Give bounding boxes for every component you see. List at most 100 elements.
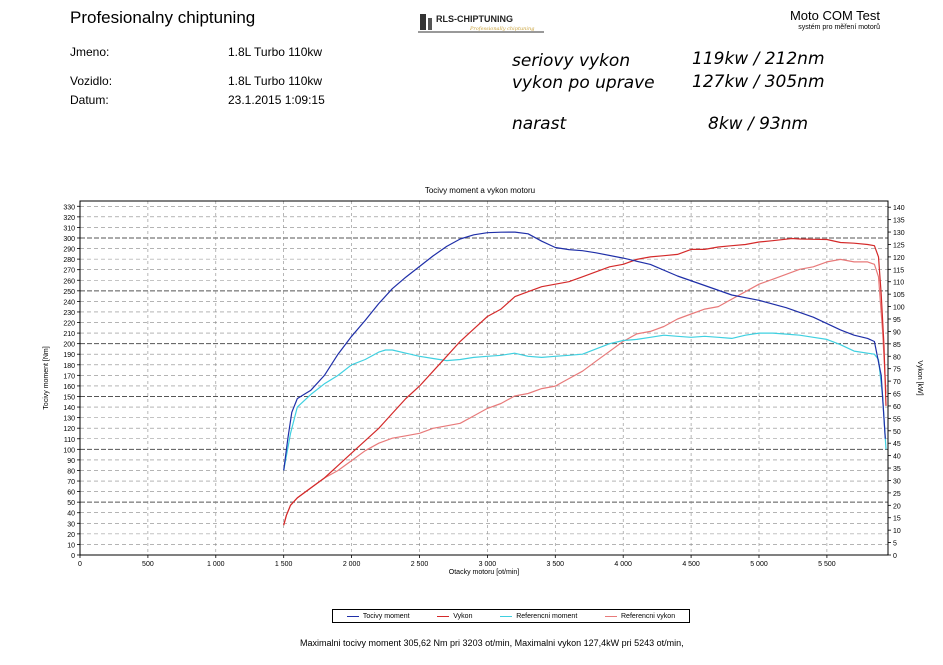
y-left-tick-label: 120 xyxy=(63,426,75,433)
legend-item-torque: Tocivy moment xyxy=(346,612,410,620)
x-tick-label: 2 000 xyxy=(343,561,361,568)
legend-item-ref-torque: Referencni moment xyxy=(500,613,577,620)
y-right-tick-label: 115 xyxy=(893,267,904,274)
y-left-tick-label: 50 xyxy=(67,500,75,507)
y-right-tick-label: 35 xyxy=(893,466,901,473)
rls-chiptuning-logo: RLS-CHIPTUNING Professionally chiptuning xyxy=(418,8,546,36)
y-left-tick-label: 70 xyxy=(67,479,75,486)
y-left-tick-label: 210 xyxy=(63,331,75,338)
x-tick-label: 0 xyxy=(78,561,82,568)
y-right-tick-label: 40 xyxy=(893,454,901,461)
legend-label-ref-torque: Referencni moment xyxy=(516,612,578,620)
y-right-tick-label: 125 xyxy=(893,242,905,249)
plot-frame xyxy=(79,200,889,556)
x-tick-label: 1 000 xyxy=(207,561,225,568)
y-left-tick-label: 330 xyxy=(63,204,75,211)
y-right-tick-label: 20 xyxy=(893,503,901,510)
series-line-ref-torque xyxy=(283,332,887,471)
page-title: Profesionalny chiptuning xyxy=(70,8,256,27)
y-right-tick-label: 5 xyxy=(893,541,897,548)
y-left-axis-label: Tocivy moment [Nm] xyxy=(43,346,50,409)
y-left-tick-label: 30 xyxy=(67,521,75,528)
y-right-tick-label: 80 xyxy=(893,354,901,361)
y-right-axis-label: Vykon [kW] xyxy=(916,360,923,395)
y-left-tick-label: 90 xyxy=(67,458,75,465)
y-right-tick-label: 0 xyxy=(893,553,897,560)
y-right-tick-label: 55 xyxy=(893,416,901,423)
series-line-power xyxy=(283,237,887,526)
legend-swatch-ref-power xyxy=(605,615,617,617)
x-tick-label: 2 500 xyxy=(411,561,429,568)
max-values-summary: Maximalni tocivy moment 305,62 Nm pri 32… xyxy=(300,638,684,648)
y-left-tick-label: 40 xyxy=(67,511,75,518)
y-left-tick-label: 280 xyxy=(63,257,75,264)
x-tick-label: 500 xyxy=(142,561,154,568)
legend-swatch-torque xyxy=(346,615,359,617)
datum-label: Datum: xyxy=(70,93,109,107)
stock-power-value: 119kw / 212nm xyxy=(692,49,825,69)
y-left-tick-label: 240 xyxy=(63,299,75,306)
legend-label-torque: Tocivy moment xyxy=(362,612,410,620)
jmeno-value: 1.8L Turbo 110kw xyxy=(228,45,323,59)
legend-item-ref-power: Referencni vykon xyxy=(605,613,675,620)
y-left-tick-label: 260 xyxy=(63,278,75,285)
x-tick-label: 3 000 xyxy=(479,561,497,568)
y-left-tick-label: 100 xyxy=(63,447,75,454)
y-right-tick-label: 60 xyxy=(893,404,901,411)
y-left-tick-label: 310 xyxy=(63,225,75,232)
y-left-tick-label: 220 xyxy=(63,321,75,328)
y-left-tick-label: 140 xyxy=(63,405,75,412)
gain-label: narast xyxy=(512,114,567,134)
y-left-tick-label: 150 xyxy=(63,394,75,401)
y-left-tick-label: 160 xyxy=(63,384,75,391)
legend-swatch-power xyxy=(437,615,450,617)
y-right-tick-label: 45 xyxy=(893,441,901,448)
y-left-tick-label: 270 xyxy=(63,268,75,275)
y-right-tick-label: 50 xyxy=(893,429,901,436)
chart-legend: Tocivy moment Vykon Referencni moment Re… xyxy=(332,609,690,623)
y-right-tick-label: 90 xyxy=(893,329,901,336)
x-axis-label: Otacky motoru [ot/min] xyxy=(449,569,519,576)
tuned-power-value: 127kw / 305nm xyxy=(692,72,825,92)
series-line-torque xyxy=(283,231,886,471)
tuned-power-label: vykon po uprave xyxy=(512,73,655,93)
y-right-tick-label: 75 xyxy=(893,367,901,374)
y-right-tick-label: 110 xyxy=(893,280,904,287)
y-left-tick-label: 320 xyxy=(63,215,75,222)
y-left-tick-label: 80 xyxy=(67,468,75,475)
gain-value: 8kw / 93nm xyxy=(708,114,809,134)
y-right-tick-label: 130 xyxy=(893,230,905,237)
vozidlo-value: 1.8L Turbo 110kw xyxy=(228,74,323,88)
legend-label-power: Vykon xyxy=(453,612,473,620)
x-tick-label: 3 500 xyxy=(547,561,565,568)
y-right-tick-label: 135 xyxy=(893,218,905,225)
logo-subtext: Professionally chiptuning xyxy=(469,26,534,32)
vozidlo-label: Vozidlo: xyxy=(70,74,113,88)
stock-power-label: seriovy vykon xyxy=(512,51,631,71)
x-tick-label: 5 000 xyxy=(750,561,768,568)
y-left-tick-label: 20 xyxy=(67,532,75,539)
y-right-tick-label: 85 xyxy=(893,342,901,349)
y-left-tick-label: 230 xyxy=(63,310,75,317)
y-right-tick-label: 30 xyxy=(893,478,901,485)
y-right-tick-label: 120 xyxy=(893,255,905,262)
y-left-tick-label: 290 xyxy=(63,247,75,254)
series-line-ref-power xyxy=(283,258,887,526)
y-right-tick-label: 105 xyxy=(893,292,905,299)
y-left-tick-label: 190 xyxy=(63,352,75,359)
x-tick-label: 4 000 xyxy=(614,561,632,568)
brand-name: Moto COM Test xyxy=(789,8,880,23)
brand-subtitle: systém pro měření motorů xyxy=(798,24,880,31)
jmeno-label: Jmeno: xyxy=(70,45,110,59)
x-tick-label: 4 500 xyxy=(682,561,700,568)
y-left-tick-label: 250 xyxy=(63,289,75,296)
legend-item-power: Vykon xyxy=(437,613,472,620)
x-tick-label: 1 500 xyxy=(275,561,293,568)
y-left-tick-label: 130 xyxy=(63,416,75,423)
logo-text: RLS-CHIPTUNING xyxy=(436,14,513,24)
legend-label-ref-power: Referencni vykon xyxy=(621,612,676,620)
y-left-tick-label: 300 xyxy=(63,236,75,243)
y-left-tick-label: 60 xyxy=(67,490,75,497)
logo-graphic: RLS-CHIPTUNING Professionally chiptuning xyxy=(418,14,544,33)
